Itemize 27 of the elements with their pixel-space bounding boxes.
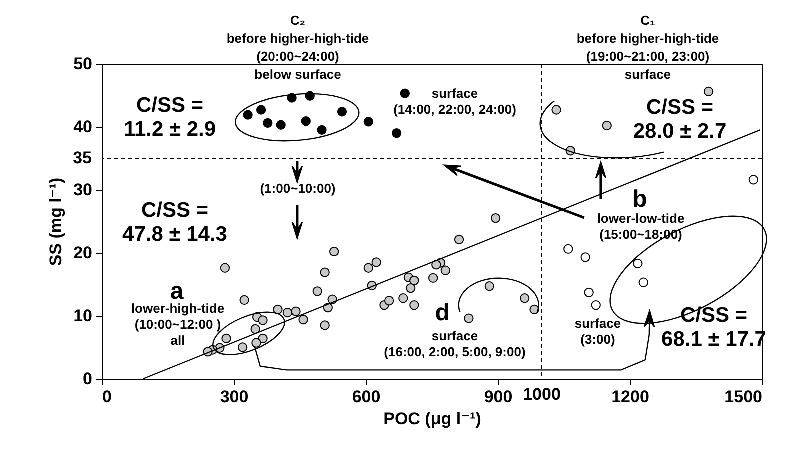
y-tick-label: 0 [83,370,92,388]
annotation: C/SS = 11.2 ± 2.9 [124,94,216,141]
annotation: b [632,186,648,213]
annotation: d [435,299,450,326]
y-tick-label: 20 [74,244,92,262]
annotation: (1:00~10:00) [260,181,336,196]
annotation: C/SS = 47.8 ± 14.3 [122,199,228,246]
x-tick-label: 1500 [724,388,762,406]
x-tick-label: 1200 [612,388,650,406]
y-tick-label: 30 [74,180,92,200]
annotation: surface (16:00, 2:00, 5:00, 9:00) [384,328,526,360]
y-axis-title: SS (mg l⁻¹) [46,178,66,266]
x-tick-label: 300 [220,388,249,406]
y-tick-label: 10 [74,306,92,326]
x-axis-title: POC (μg l⁻¹) [384,410,482,428]
x-tick-label: 0 [102,388,112,406]
annotation: surface (14:00, 22:00, 24:00) [394,86,516,117]
annotation: C₁ before higher-high-tide (19:00~21:00, 23:00) surface [576,13,720,82]
ref-line-label: 35 [73,148,92,168]
ref-line-label: 1000 [523,385,561,404]
annotation: surface (3:00) [574,316,622,347]
annotation: C/SS = 28.0 ± 2.7 [633,96,727,143]
x-tick-label: 600 [352,388,381,406]
annotation: C₂ before higher-high-tide (20:00~24:00) below surface [226,13,370,82]
y-tick-label: 50 [74,54,92,74]
x-tick-label: 900 [484,388,513,406]
y-tick-label: 40 [74,118,92,136]
